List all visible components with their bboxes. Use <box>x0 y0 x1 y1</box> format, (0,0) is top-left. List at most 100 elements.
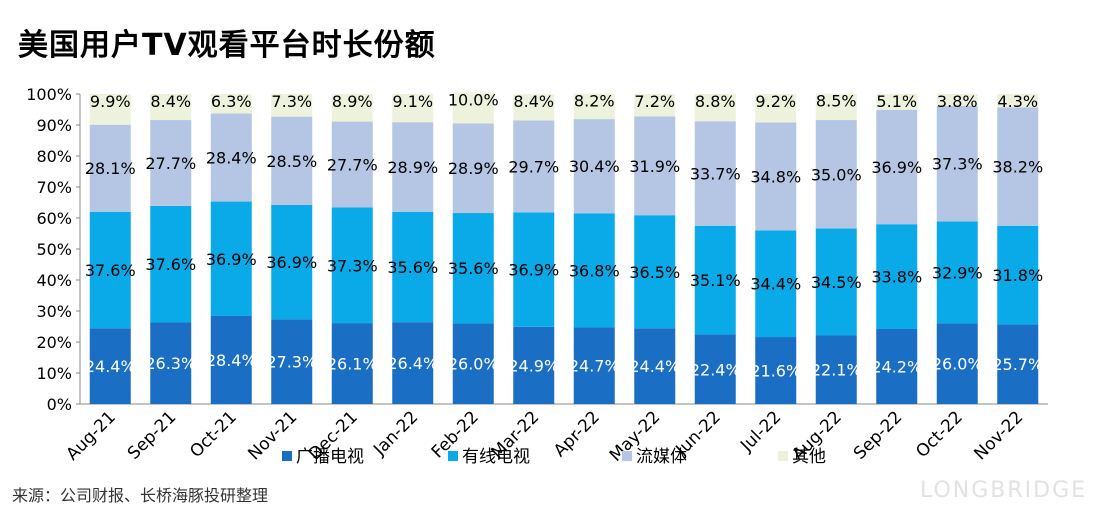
x-tick-label: Jan-22 <box>369 407 422 460</box>
y-tick-label: 30% <box>36 302 72 321</box>
bar-segment <box>573 93 615 120</box>
data-label: 36.9% <box>266 253 317 272</box>
x-tick-label: Oct-21 <box>186 407 241 462</box>
y-tick-label: 100% <box>26 85 72 104</box>
stacked-bar-chart: 0% 10% 20% 30% 40% 50% 60% 70% 80% 90% 100% 24.4% 37… <box>26 85 1048 467</box>
bar-segment <box>634 328 676 404</box>
data-label: 9.2% <box>755 92 796 111</box>
y-tick-label: 90% <box>36 116 72 135</box>
data-label: 24.9% <box>508 356 559 375</box>
data-label: 38.2% <box>992 158 1043 177</box>
bar-segment <box>936 94 978 106</box>
bar-segment <box>150 205 192 323</box>
data-label: 35.6% <box>387 258 438 277</box>
data-label: 34.4% <box>750 275 801 294</box>
x-tick-label: Nov-21 <box>244 407 301 464</box>
x-tick-label: Apr-22 <box>550 407 604 461</box>
data-label: 26.1% <box>327 355 378 374</box>
x-tick-label: Sep-22 <box>850 407 906 463</box>
y-tick-label: 10% <box>36 364 72 383</box>
data-label: 33.8% <box>871 268 922 287</box>
bar-segment <box>694 121 736 226</box>
bar-segment <box>634 116 676 216</box>
data-label: 32.9% <box>932 263 983 282</box>
bar-segment <box>573 213 615 328</box>
data-label: 27.7% <box>327 156 378 175</box>
bar-segment <box>452 323 494 404</box>
bar-segment <box>89 124 131 212</box>
y-tick-label: 0% <box>47 395 72 414</box>
data-label: 28.1% <box>85 159 136 178</box>
y-tick-label: 80% <box>36 147 72 166</box>
data-label: 26.3% <box>145 354 196 373</box>
bar-segment <box>150 94 192 121</box>
data-label: 31.8% <box>992 266 1043 285</box>
bar-segment <box>89 211 131 329</box>
data-label: 26.4% <box>387 354 438 373</box>
bar-segment <box>815 228 857 336</box>
data-label: 24.2% <box>871 357 922 376</box>
data-label: 6.3% <box>211 92 252 111</box>
bar-segment <box>694 94 736 122</box>
data-label: 31.9% <box>629 157 680 176</box>
y-tick-label: 60% <box>36 209 72 228</box>
data-label: 3.8% <box>937 92 978 111</box>
data-label: 8.4% <box>513 92 554 111</box>
data-label: 37.3% <box>932 155 983 174</box>
data-label: 37.6% <box>145 255 196 274</box>
y-tick-label: 40% <box>36 271 72 290</box>
data-label: 37.6% <box>85 261 136 280</box>
data-label: 8.8% <box>695 92 736 111</box>
legend-swatch <box>448 451 458 461</box>
bar-segment <box>997 324 1039 404</box>
data-label: 28.9% <box>387 158 438 177</box>
data-label: 35.0% <box>811 165 862 184</box>
data-label: 36.9% <box>871 158 922 177</box>
bar-segment <box>876 224 918 329</box>
legend-swatch <box>778 451 788 461</box>
data-label: 10.0% <box>448 90 499 109</box>
legend-entry: 广播电视 <box>296 447 364 467</box>
bar-segment <box>634 94 676 117</box>
bar-segment <box>876 94 918 110</box>
bar-segment <box>150 322 192 404</box>
x-tick-label: Aug-21 <box>63 407 120 464</box>
data-label: 28.4% <box>206 351 257 370</box>
data-label: 7.3% <box>271 92 312 111</box>
bar-segment <box>452 123 494 214</box>
bar-segment <box>392 122 434 212</box>
watermark-logo: LONGBRIDGE <box>920 478 1088 503</box>
bar-segment <box>936 221 978 324</box>
bar-segment <box>271 204 313 320</box>
data-label: 7.2% <box>634 92 675 111</box>
data-label: 8.9% <box>332 92 373 111</box>
bar-segment <box>392 322 434 404</box>
data-label: 35.6% <box>448 259 499 278</box>
bar-segment <box>210 94 252 114</box>
data-label: 28.9% <box>448 159 499 178</box>
data-label: 36.5% <box>629 263 680 282</box>
data-label: 28.4% <box>206 149 257 168</box>
data-label: 30.4% <box>569 157 620 176</box>
data-label: 27.7% <box>145 154 196 173</box>
bar-segment <box>997 225 1039 325</box>
chart-title: 美国用户TV观看平台时长份额 <box>18 28 436 63</box>
data-label: 8.2% <box>574 92 615 111</box>
data-label: 26.0% <box>932 355 983 374</box>
bar-segment <box>513 326 555 404</box>
data-label: 27.3% <box>266 353 317 372</box>
bar-segment <box>210 113 252 202</box>
bar-segment <box>331 323 373 404</box>
bar-segment <box>815 93 857 121</box>
bar-segment <box>271 94 313 117</box>
legend-swatch <box>622 451 632 461</box>
bar-segment <box>392 94 434 123</box>
bar-segment <box>89 94 131 125</box>
data-label: 35.1% <box>690 271 741 290</box>
data-label: 36.9% <box>508 261 559 280</box>
bar-segment <box>755 337 797 404</box>
legend-entry: 有线电视 <box>462 447 530 467</box>
bar-segment <box>271 116 313 205</box>
bar-segment <box>936 105 978 222</box>
data-label: 34.5% <box>811 273 862 292</box>
